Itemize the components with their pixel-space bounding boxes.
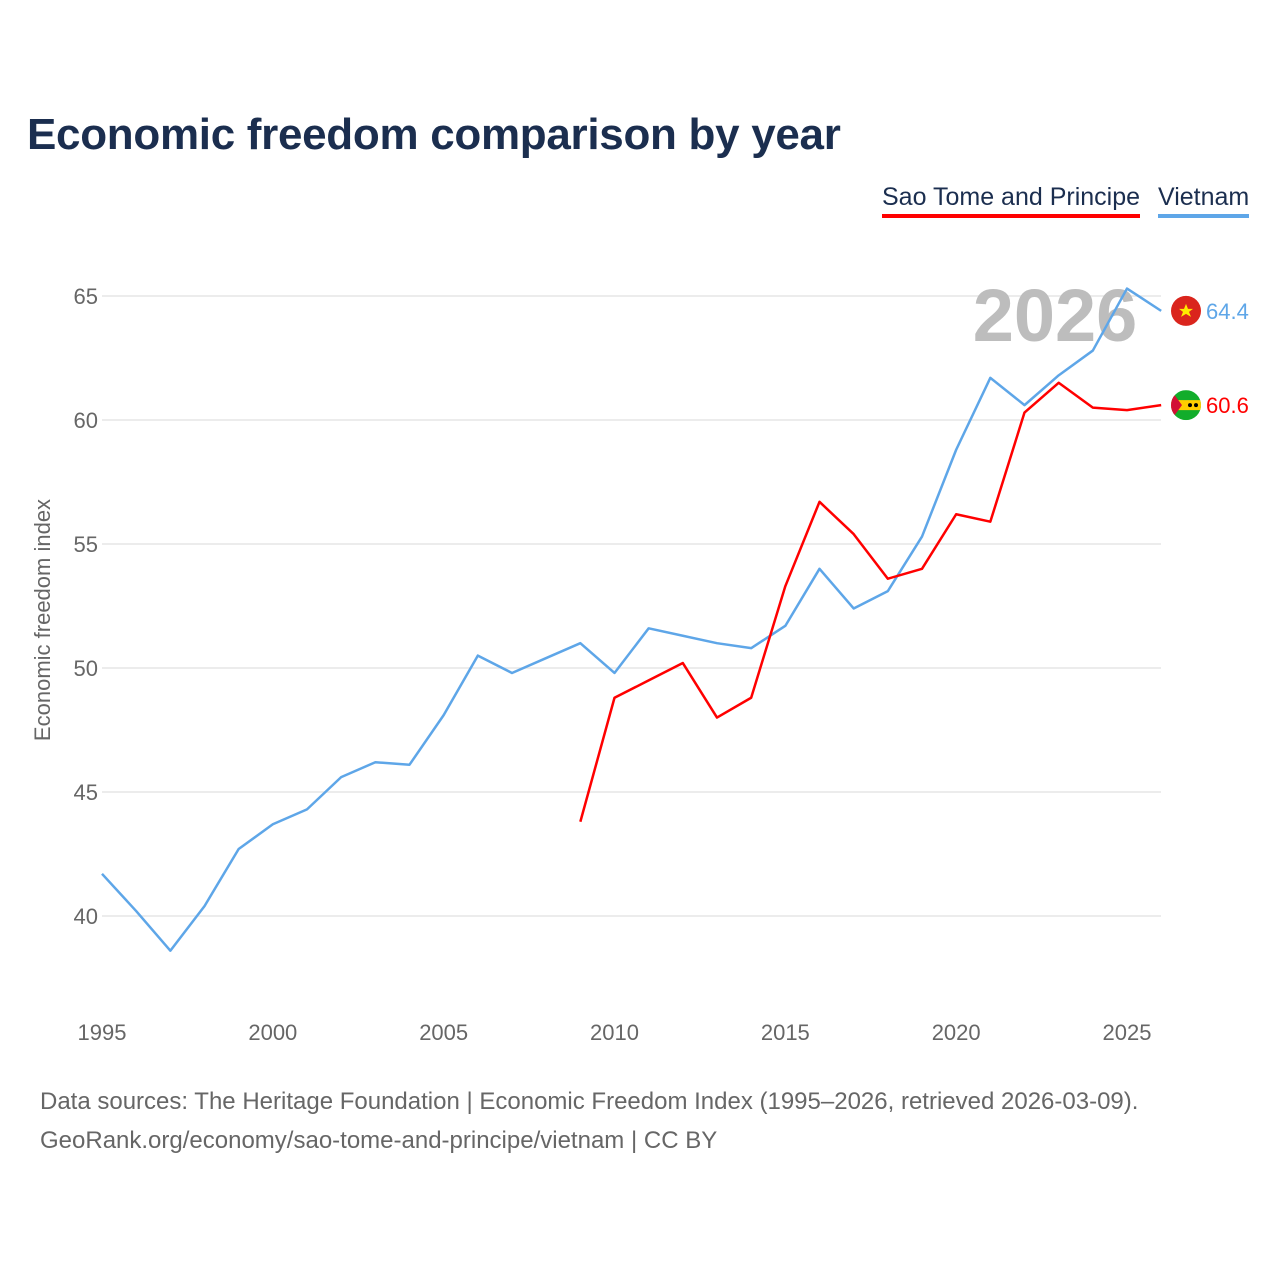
series-line-sao-tome-and-principe[interactable] <box>579 381 1162 823</box>
vietnam-flag-icon <box>1171 295 1201 326</box>
chart-title: Economic freedom comparison by year <box>27 110 841 159</box>
x-tick-label: 2010 <box>590 1020 639 1045</box>
x-tick-label: 2020 <box>932 1020 981 1045</box>
end-value-label: 64.4 <box>1206 299 1249 324</box>
legend-sao-tome-and-principe[interactable]: Sao Tome and Principe <box>882 183 1141 218</box>
year-watermark: 2026 <box>973 274 1138 357</box>
x-tick-label: 2000 <box>248 1020 297 1045</box>
x-tick-label: 1995 <box>78 1020 127 1045</box>
y-tick-label: 55 <box>74 532 98 557</box>
footer-url[interactable]: GeoRank.org/economy/sao-tome-and-princip… <box>40 1127 718 1154</box>
legend-vietnam[interactable]: Vietnam <box>1158 183 1250 218</box>
x-tick-label: 2025 <box>1103 1020 1152 1045</box>
y-tick-label: 60 <box>74 408 98 433</box>
y-tick-label: 65 <box>74 284 98 309</box>
sao-tome-and-principe-flag-icon <box>1171 390 1201 421</box>
y-tick-label: 40 <box>74 904 98 929</box>
x-tick-label: 2005 <box>419 1020 468 1045</box>
end-value-label: 60.6 <box>1206 393 1249 418</box>
y-tick-label: 45 <box>74 780 98 805</box>
x-tick-label: 2015 <box>761 1020 810 1045</box>
series-line-vietnam[interactable] <box>101 287 1162 952</box>
y-tick-label: 50 <box>74 656 98 681</box>
footer-sources: Data sources: The Heritage Foundation | … <box>40 1088 1139 1115</box>
y-axis-label: Economic freedom index <box>30 499 55 741</box>
